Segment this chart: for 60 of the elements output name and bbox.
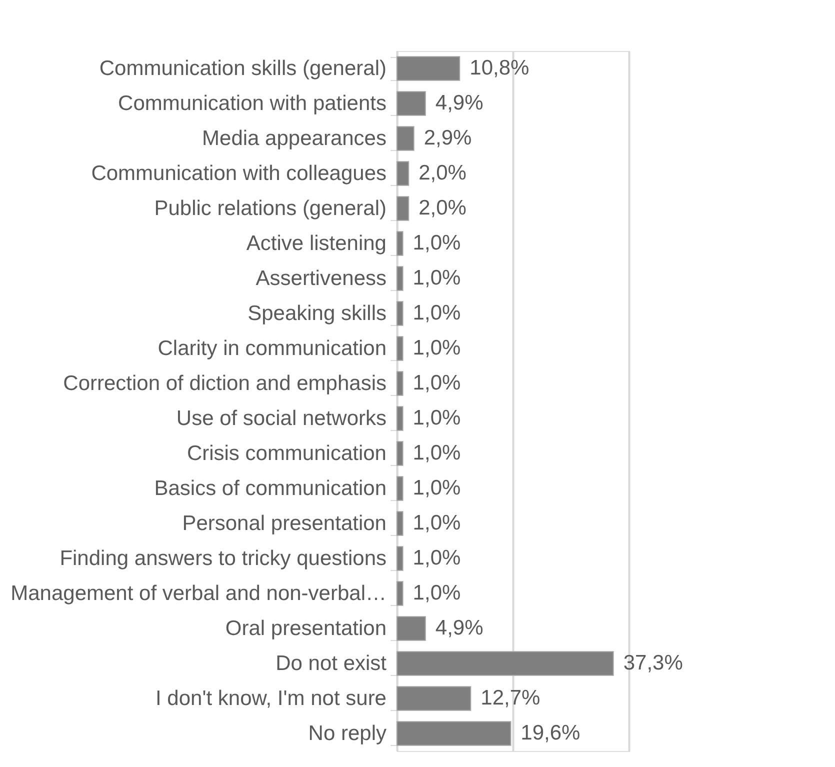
- y-tick-label: Personal presentation: [182, 512, 386, 535]
- y-tick-label: Communication with patients: [118, 92, 386, 115]
- y-tick-label: No reply: [308, 722, 387, 745]
- y-tick-label: Do not exist: [276, 652, 387, 675]
- y-tick-label: Public relations (general): [154, 197, 386, 220]
- data-label: 1,0%: [412, 302, 461, 324]
- bar: [396, 266, 404, 291]
- y-tick-label: Finding answers to tricky questions: [60, 547, 386, 570]
- data-label: 19,6%: [520, 722, 580, 744]
- y-tick-label: Communication skills (general): [99, 57, 386, 80]
- bar: [396, 441, 404, 466]
- data-label: 1,0%: [412, 442, 461, 464]
- data-label: 1,0%: [412, 512, 461, 534]
- bar: [396, 616, 426, 641]
- y-tick-label: Basics of communication: [154, 477, 386, 500]
- data-label: 1,0%: [412, 406, 461, 430]
- bar: [396, 126, 414, 151]
- data-label: 12,7%: [480, 686, 540, 710]
- y-tick-label: Communication with colleagues: [91, 162, 386, 185]
- y-tick-label: Active listening: [246, 232, 386, 255]
- bar: [396, 336, 404, 361]
- data-label: 2,0%: [418, 162, 466, 184]
- bar: [396, 721, 512, 746]
- data-label: 10,8%: [470, 56, 530, 80]
- bar: [396, 301, 404, 326]
- data-label: 1,0%: [412, 232, 461, 254]
- bar: [396, 371, 404, 396]
- data-label: 4,9%: [435, 92, 484, 114]
- bar: [396, 161, 410, 186]
- y-tick-label: Management of verbal and non-verbal…: [10, 582, 386, 605]
- y-tick-label: Correction of diction and emphasis: [63, 372, 386, 395]
- bar: [396, 546, 404, 571]
- data-label: 1,0%: [412, 582, 461, 604]
- data-label: 1,0%: [412, 546, 461, 570]
- bar: [396, 56, 460, 81]
- y-tick-label: Speaking skills: [248, 302, 386, 325]
- bar: [396, 196, 410, 221]
- data-label: 1,0%: [412, 336, 461, 360]
- bar: [396, 651, 614, 676]
- data-label: 2,0%: [418, 196, 466, 220]
- bar: [396, 406, 404, 431]
- bar: [396, 476, 404, 501]
- bar: [396, 511, 404, 536]
- data-label: 4,9%: [435, 616, 484, 640]
- data-label: 2,9%: [424, 126, 472, 150]
- y-tick-label: Use of social networks: [176, 407, 386, 430]
- bar: [396, 91, 426, 116]
- y-tick-label: I don't know, I'm not sure: [156, 687, 386, 710]
- data-label: 37,3%: [623, 652, 683, 674]
- data-label: 1,0%: [412, 476, 461, 500]
- data-label: 1,0%: [412, 372, 461, 394]
- y-tick-label: Crisis communication: [186, 442, 386, 465]
- y-tick-label: Media appearances: [202, 127, 386, 150]
- y-tick-label: Oral presentation: [225, 617, 386, 640]
- bar: [396, 581, 404, 606]
- bar: [396, 231, 404, 256]
- y-tick-label: Assertiveness: [256, 267, 386, 290]
- bar: [396, 686, 472, 711]
- data-label: 1,0%: [412, 266, 461, 290]
- y-tick-label: Clarity in communication: [158, 337, 386, 360]
